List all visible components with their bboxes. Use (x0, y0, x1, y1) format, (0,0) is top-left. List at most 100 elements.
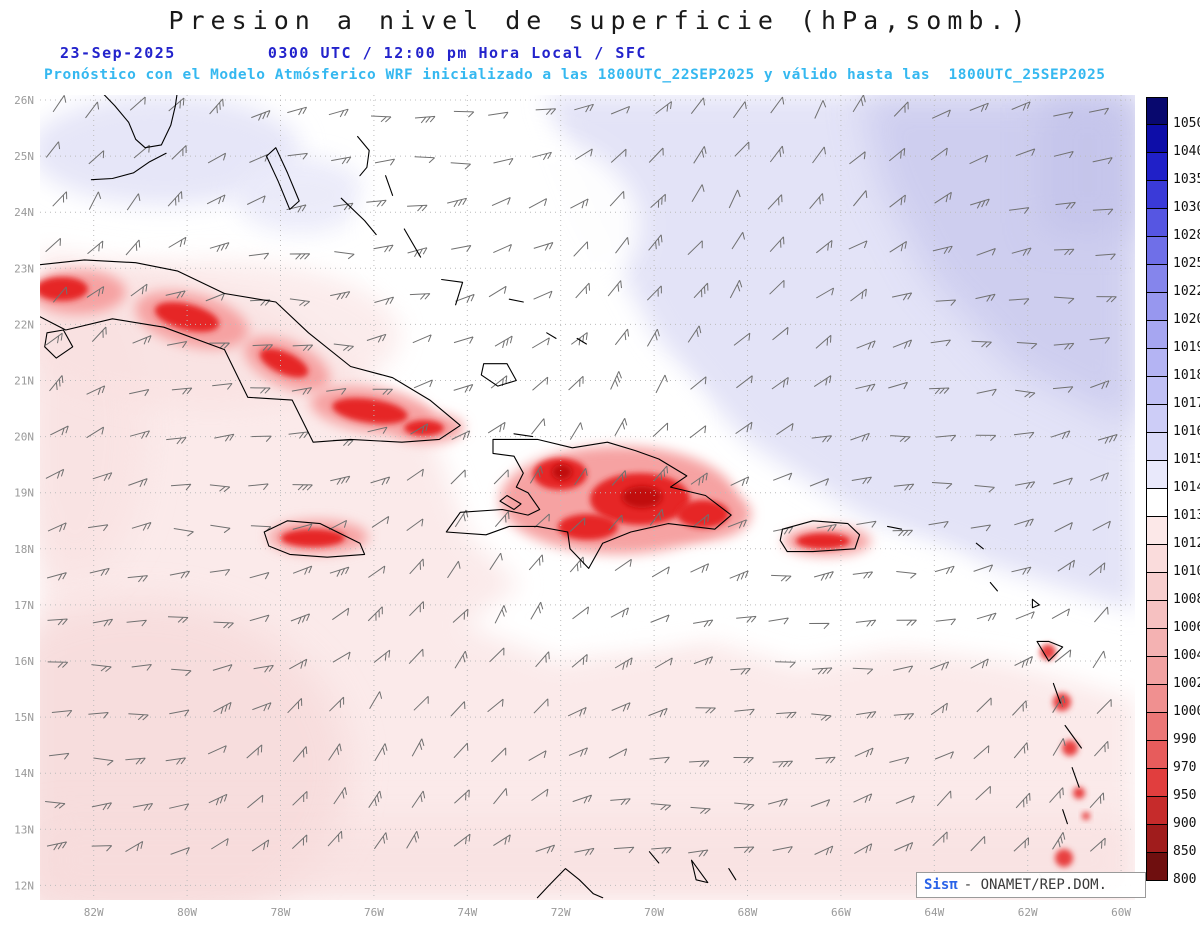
colorbar-swatch (1146, 769, 1168, 797)
lat-label: 22N (14, 318, 34, 331)
coastline (1052, 682, 1061, 704)
coastline (403, 228, 422, 258)
colorbar-row: 1050 (1146, 97, 1200, 130)
lon-label: 82W (84, 906, 104, 919)
colorbar-swatch (1146, 601, 1168, 629)
colorbar-row: 1015 (1146, 433, 1200, 466)
colorbar-swatch (1146, 377, 1168, 405)
colorbar-row: 1030 (1146, 181, 1200, 214)
colorbar-label: 1035 (1173, 172, 1200, 187)
colorbar-row: 800 (1146, 853, 1200, 886)
coastline (44, 329, 74, 359)
lon-label: 74W (457, 906, 477, 919)
lat-label: 15N (14, 711, 34, 724)
coastline (576, 337, 587, 345)
lat-label: 20N (14, 431, 34, 444)
colorbar-row: 1035 (1146, 153, 1200, 186)
colorbar-swatch (1146, 629, 1168, 657)
colorbar-label: 1022 (1173, 284, 1200, 299)
colorbar-label: 990 (1173, 732, 1197, 747)
colorbar-label: 1010 (1173, 564, 1200, 579)
colorbar-row: 1006 (1146, 601, 1200, 634)
lon-label: 78W (271, 906, 291, 919)
coastline-layer (40, 95, 1082, 899)
colorbar-row: 850 (1146, 825, 1200, 858)
watermark-brand: Sisπ (924, 877, 958, 893)
colorbar-label: 1030 (1173, 200, 1200, 215)
colorbar-label: 1040 (1173, 144, 1200, 159)
colorbar-row: 1012 (1146, 517, 1200, 550)
wind-barb-layer (45, 95, 1118, 857)
coastline (90, 152, 167, 181)
colorbar-swatch (1146, 237, 1168, 265)
coastline (265, 147, 300, 210)
coastline (1036, 640, 1064, 662)
coastline (779, 520, 861, 553)
coastline (536, 868, 604, 899)
colorbar-swatch (1146, 181, 1168, 209)
colorbar-label: 1028 (1173, 228, 1200, 243)
pressure-shading-layer (40, 95, 1135, 900)
watermark: Sisπ - ONAMET/REP.DOM. (916, 872, 1146, 898)
colorbar-label: 1025 (1173, 256, 1200, 271)
colorbar-swatch (1146, 489, 1168, 517)
axis-label-layer: 26N 25N 24N 23N 22N 21N 20N 19N 18N 17N 16N 15N 14N 1… (14, 94, 1131, 919)
colorbar-label: 1008 (1173, 592, 1200, 607)
colorbar-label: 1012 (1173, 536, 1200, 551)
colorbar-row: 1020 (1146, 293, 1200, 326)
lon-label: 64W (924, 906, 944, 919)
colorbar-swatch (1146, 545, 1168, 573)
colorbar-row: 1025 (1146, 237, 1200, 270)
colorbar-row: 1018 (1146, 349, 1200, 382)
lat-label: 25N (14, 150, 34, 163)
lon-label: 72W (551, 906, 571, 919)
colorbar-swatch (1146, 461, 1168, 489)
colorbar-swatch (1146, 293, 1168, 321)
lon-label: 70W (644, 906, 664, 919)
colorbar-swatch (1146, 433, 1168, 461)
colorbar-label: 1013 (1173, 508, 1200, 523)
colorbar-label: 850 (1173, 844, 1197, 859)
lat-label: 19N (14, 487, 34, 500)
lat-label: 16N (14, 655, 34, 668)
lon-label: 66W (831, 906, 851, 919)
coastline (103, 95, 178, 149)
colorbar-row: 1028 (1146, 209, 1200, 242)
lat-label: 13N (14, 823, 34, 836)
colorbar-row: 1017 (1146, 377, 1200, 410)
colorbar-swatch (1146, 153, 1168, 181)
colorbar-swatch (1146, 741, 1168, 769)
colorbar-swatch (1146, 685, 1168, 713)
coastline (263, 520, 366, 558)
colorbar-label: 1015 (1173, 452, 1200, 467)
colorbar-row: 1019 (1146, 321, 1200, 354)
coastline (989, 581, 998, 592)
colorbar-swatch (1146, 321, 1168, 349)
colorbar-swatch (1146, 265, 1168, 293)
lon-label: 68W (738, 906, 758, 919)
coastline (441, 278, 464, 306)
colorbar-swatch (1146, 657, 1168, 685)
colorbar-row: 970 (1146, 741, 1200, 774)
colorbar-label: 1018 (1173, 368, 1200, 383)
colorbar-row: 1040 (1146, 125, 1200, 158)
colorbar-swatch (1146, 97, 1168, 125)
colorbar-swatch (1146, 209, 1168, 237)
colorbar-row: 1004 (1146, 629, 1200, 662)
grid-layer (40, 95, 1135, 900)
lat-label: 21N (14, 375, 34, 388)
coastline (385, 175, 394, 196)
coastline (340, 197, 377, 236)
datetime-line: 23-Sep-2025 0300 UTC / 12:00 pm Hora Loca… (60, 44, 647, 62)
coastline (648, 851, 660, 864)
coastline (1064, 724, 1082, 749)
colorbar-swatch (1146, 125, 1168, 153)
colorbar-label: 800 (1173, 872, 1197, 887)
colorbar-label: 1017 (1173, 396, 1200, 411)
lon-label: 62W (1018, 906, 1038, 919)
coastline (975, 542, 984, 550)
colorbar-label: 970 (1173, 760, 1197, 775)
colorbar-swatch (1146, 405, 1168, 433)
lat-label: 17N (14, 599, 34, 612)
